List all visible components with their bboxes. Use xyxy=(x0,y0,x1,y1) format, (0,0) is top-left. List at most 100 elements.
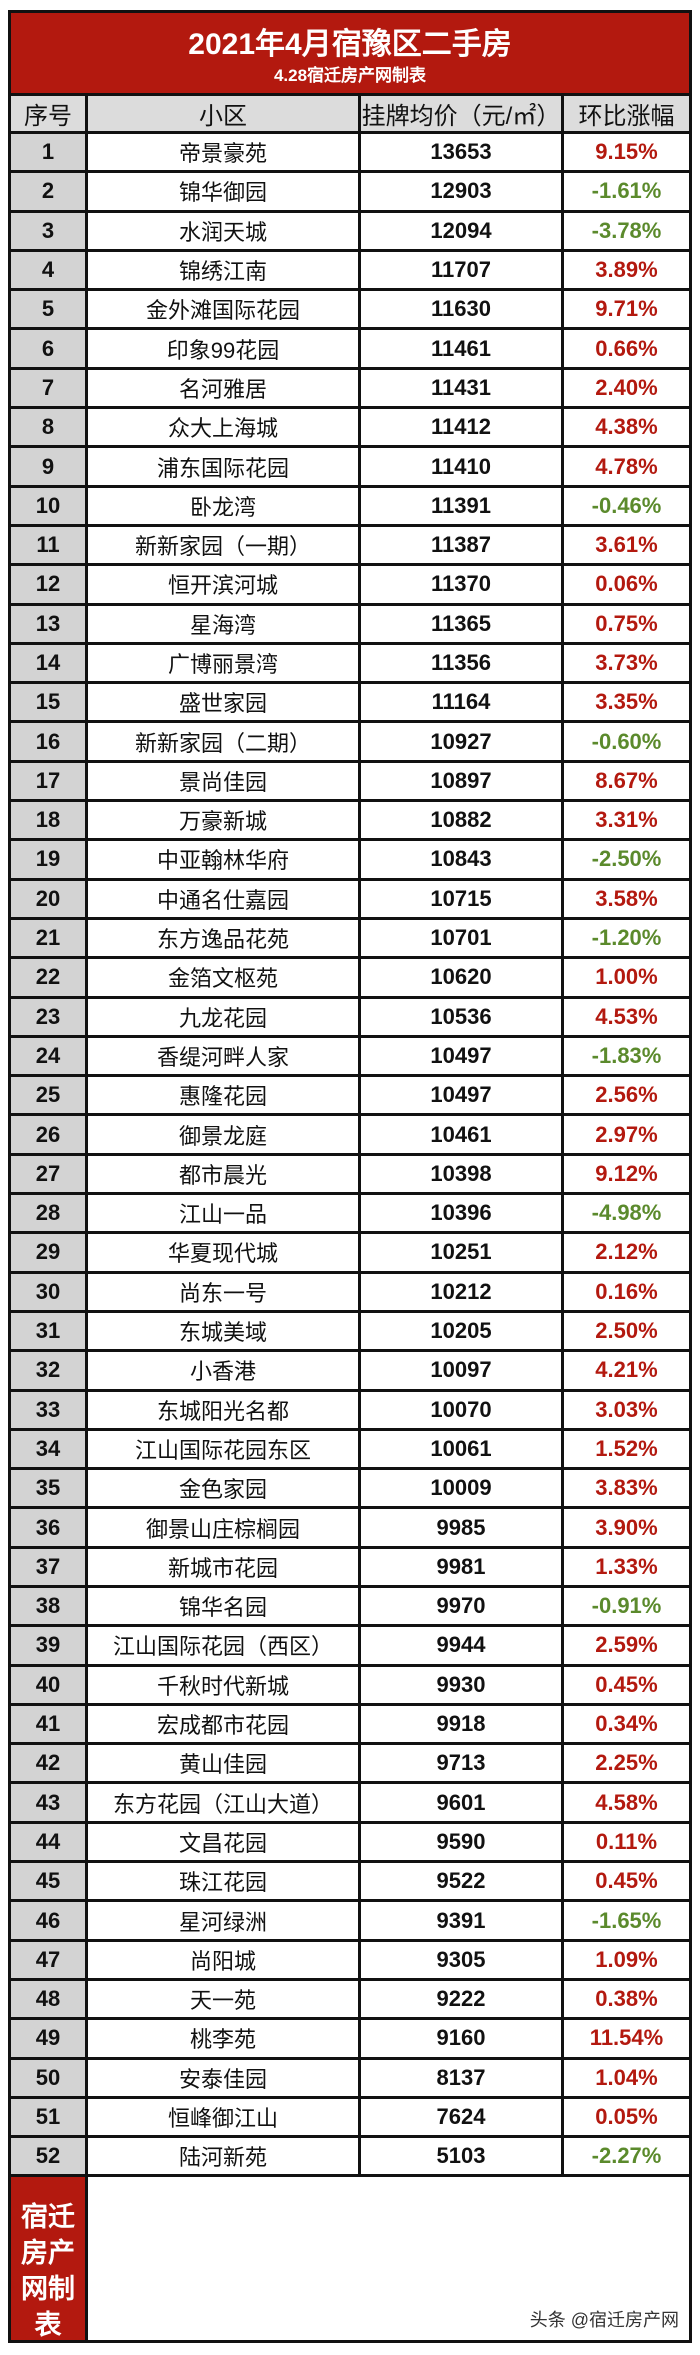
table-footer: 宿迁 房产 网制 表 头条 @宿迁房产网 xyxy=(11,2174,689,2341)
row-index: 18 xyxy=(11,802,85,839)
row-index: 38 xyxy=(11,1587,85,1625)
header-row: 序号 小区 挂牌均价（元/㎡） 环比涨幅 xyxy=(11,93,689,131)
row-index: 43 xyxy=(11,1784,85,1821)
row-change: 3.03% xyxy=(564,1391,689,1428)
table-row: 39 江山国际花园（西区） 9944 2.59% xyxy=(11,1624,689,1664)
table-row: 36 御景山庄棕榈园 9985 3.90% xyxy=(11,1506,689,1546)
footer-label-line: 网制 xyxy=(21,2274,75,2305)
row-price: 11461 xyxy=(361,330,561,367)
row-price: 7624 xyxy=(361,2098,561,2136)
table-row: 4 锦绣江南 11707 3.89% xyxy=(11,248,689,289)
row-change: 9.71% xyxy=(564,291,689,328)
table-row: 17 景尚佳园 10897 8.67% xyxy=(11,759,689,800)
row-community: 江山一品 xyxy=(88,1195,358,1232)
table-row: 9 浦东国际花园 11410 4.78% xyxy=(11,445,689,485)
row-community: 九龙花园 xyxy=(88,998,358,1035)
row-index: 7 xyxy=(11,369,85,407)
row-index: 44 xyxy=(11,1823,85,1861)
row-community: 黄山佳园 xyxy=(88,1745,358,1782)
row-price: 9222 xyxy=(361,1980,561,2018)
row-change: 0.66% xyxy=(564,330,689,367)
row-community: 水润天城 xyxy=(88,212,358,249)
row-price: 5103 xyxy=(361,2138,561,2175)
header-price: 挂牌均价（元/㎡） xyxy=(361,96,561,131)
row-community: 陆河新苑 xyxy=(88,2138,358,2175)
row-price: 11410 xyxy=(361,448,561,485)
row-price: 10701 xyxy=(361,919,561,957)
row-index: 21 xyxy=(11,919,85,957)
row-community: 尚阳城 xyxy=(88,1941,358,1978)
row-community: 宏成都市花园 xyxy=(88,1705,358,1743)
row-price: 10927 xyxy=(361,723,561,760)
table-row: 6 印象99花园 11461 0.66% xyxy=(11,327,689,367)
table-row: 21 东方逸品花苑 10701 -1.20% xyxy=(11,916,689,957)
table-row: 23 九龙花园 10536 4.53% xyxy=(11,995,689,1035)
row-change: -2.27% xyxy=(564,2138,689,2175)
row-index: 23 xyxy=(11,998,85,1035)
row-change: 4.21% xyxy=(564,1352,689,1389)
table-row: 14 广博丽景湾 11356 3.73% xyxy=(11,641,689,682)
row-change: 2.97% xyxy=(564,1116,689,1153)
row-change: 3.83% xyxy=(564,1470,689,1507)
table-row: 30 尚东一号 10212 0.16% xyxy=(11,1270,689,1310)
row-change: 2.50% xyxy=(564,1312,689,1350)
row-change: 3.58% xyxy=(564,880,689,917)
row-index: 41 xyxy=(11,1705,85,1743)
row-price: 13653 xyxy=(361,134,561,171)
row-change: -0.91% xyxy=(564,1587,689,1625)
row-index: 50 xyxy=(11,2059,85,2096)
row-price: 10061 xyxy=(361,1430,561,1468)
row-price: 9305 xyxy=(361,1941,561,1978)
row-community: 新新家园（一期） xyxy=(88,526,358,564)
header-community: 小区 xyxy=(88,96,358,131)
row-community: 都市晨光 xyxy=(88,1155,358,1193)
row-price: 10715 xyxy=(361,880,561,917)
row-community: 金外滩国际花园 xyxy=(88,291,358,328)
row-index: 27 xyxy=(11,1155,85,1193)
row-community: 金箔文枢苑 xyxy=(88,959,358,996)
row-community: 文昌花园 xyxy=(88,1823,358,1861)
row-change: 2.12% xyxy=(564,1234,689,1271)
row-community: 盛世家园 xyxy=(88,684,358,721)
row-price: 8137 xyxy=(361,2059,561,2096)
row-price: 11370 xyxy=(361,566,561,603)
row-price: 9930 xyxy=(361,1666,561,1703)
row-change: 2.59% xyxy=(564,1627,689,1664)
row-community: 锦华御园 xyxy=(88,173,358,210)
row-index: 26 xyxy=(11,1116,85,1153)
table-row: 3 水润天城 12094 -3.78% xyxy=(11,209,689,249)
row-index: 46 xyxy=(11,1902,85,1939)
row-price: 11164 xyxy=(361,684,561,721)
row-price: 10882 xyxy=(361,802,561,839)
row-price: 11707 xyxy=(361,251,561,289)
row-price: 9985 xyxy=(361,1509,561,1546)
table-title: 2021年4月宿豫区二手房 xyxy=(188,28,512,61)
row-index: 17 xyxy=(11,762,85,800)
row-price: 11356 xyxy=(361,644,561,682)
row-index: 12 xyxy=(11,566,85,603)
row-change: 9.12% xyxy=(564,1155,689,1193)
row-community: 江山国际花园东区 xyxy=(88,1430,358,1468)
row-index: 1 xyxy=(11,134,85,171)
row-change: -0.46% xyxy=(564,487,689,524)
table-row: 34 江山国际花园东区 10061 1.52% xyxy=(11,1427,689,1468)
row-change: 2.40% xyxy=(564,369,689,407)
row-community: 千秋时代新城 xyxy=(88,1666,358,1703)
table-row: 51 恒峰御江山 7624 0.05% xyxy=(11,2095,689,2136)
row-index: 15 xyxy=(11,684,85,721)
row-community: 恒开滨河城 xyxy=(88,566,358,603)
table-row: 47 尚阳城 9305 1.09% xyxy=(11,1938,689,1978)
table-row: 12 恒开滨河城 11370 0.06% xyxy=(11,563,689,603)
row-change: 3.31% xyxy=(564,802,689,839)
row-price: 10212 xyxy=(361,1273,561,1310)
row-price: 9601 xyxy=(361,1784,561,1821)
row-index: 35 xyxy=(11,1470,85,1507)
row-community: 东城美域 xyxy=(88,1312,358,1350)
row-change: 4.58% xyxy=(564,1784,689,1821)
table-row: 5 金外滩国际花园 11630 9.71% xyxy=(11,288,689,328)
table-row: 44 文昌花园 9590 0.11% xyxy=(11,1820,689,1861)
row-price: 11387 xyxy=(361,526,561,564)
row-change: 2.56% xyxy=(564,1077,689,1114)
table-row: 42 黄山佳园 9713 2.25% xyxy=(11,1742,689,1782)
row-index: 37 xyxy=(11,1548,85,1585)
